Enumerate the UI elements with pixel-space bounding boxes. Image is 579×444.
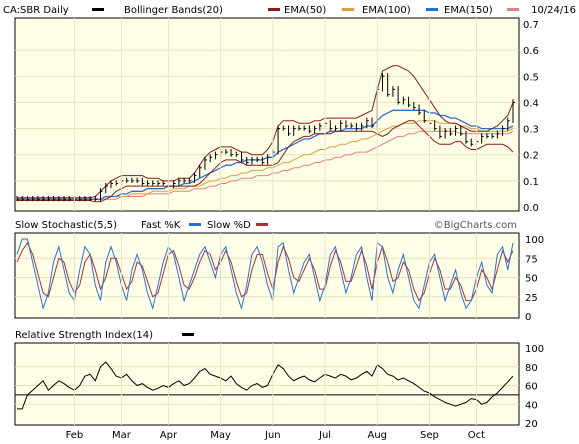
rsi-header: Relative Strength Index(14): [15, 330, 194, 341]
price-y-tick-label: 0.2: [523, 151, 539, 162]
rsi-legend-swatch: [182, 333, 194, 336]
chart-header: CA:SBR Daily Bollinger Bands(20) EMA(50)…: [3, 5, 576, 16]
price-legend-swatch: [92, 8, 104, 11]
stochastic-title: Slow Stochastic(5,5): [15, 220, 117, 231]
rsi-y-tick-label: 40: [525, 400, 538, 411]
fast-k-line: [16, 238, 514, 311]
slow-d-legend-label: Slow %D: [207, 220, 251, 231]
x-tick-label: Sep: [420, 430, 439, 441]
rsi-y-tick-label: 80: [525, 363, 538, 374]
bollinger-lower-line: [17, 120, 514, 203]
symbol-label: CA:SBR Daily: [3, 5, 69, 16]
x-axis: Feb Mar Apr May Jun Jul Aug Sep Oct: [66, 18, 485, 441]
ema50-legend-swatch: [342, 8, 354, 11]
stochastic-series: [16, 238, 514, 311]
rsi-title: Relative Strength Index(14): [15, 330, 153, 341]
stochastic-header: Slow Stochastic(5,5) Fast %K Slow %D ©Bi…: [15, 220, 517, 231]
price-grid: [15, 49, 519, 182]
stochastic-y-tick-label: 0: [525, 312, 531, 323]
bollinger-legend-label: Bollinger Bands(20): [124, 5, 223, 16]
chart-date: 10/24/16: [531, 5, 576, 16]
x-tick-label: Jun: [264, 430, 281, 441]
price-y-tick-label: 0.7: [523, 20, 539, 31]
stochastic-y-tick-label: 25: [525, 293, 538, 304]
x-tick-label: Feb: [66, 430, 84, 441]
price-y-tick-label: 0.6: [523, 46, 539, 57]
price-y-tick-label: 0.3: [523, 125, 539, 136]
stochastic-y-tick-label: 75: [525, 254, 538, 265]
fast-k-legend-label: Fast %K: [141, 220, 181, 231]
x-tick-label: Aug: [367, 430, 387, 441]
stochastic-y-tick-label: 100: [525, 235, 544, 246]
x-tick-label: May: [210, 430, 231, 441]
rsi-series: [15, 361, 519, 410]
ema100-legend-swatch: [426, 8, 438, 11]
price-y-tick-label: 0.1: [523, 177, 539, 188]
price-y-tick-label: 0.4: [523, 98, 539, 109]
rsi-y-tick-label: 20: [525, 419, 538, 430]
rsi-y-tick-label: 60: [525, 382, 538, 393]
rsi-y-tick-label: 100: [525, 344, 544, 355]
price-panel: [14, 17, 520, 212]
fast-k-legend-swatch: [189, 223, 201, 226]
x-tick-label: Mar: [112, 430, 132, 441]
price-y-tick-label: 0.5: [523, 72, 539, 83]
x-tick-label: Jul: [318, 430, 331, 441]
x-tick-label: Apr: [160, 430, 178, 441]
rsi-y-axis: 20 40 60 80 100: [525, 344, 544, 430]
ema100-legend-label: EMA(100): [362, 5, 411, 16]
rsi-line: [17, 361, 514, 410]
stochastic-y-axis: 0 25 50 75 100: [525, 235, 544, 323]
x-tick-label: Oct: [468, 430, 485, 441]
ema50-line: [17, 109, 514, 200]
bollinger-legend-swatch: [268, 8, 280, 11]
ema150-legend-label: EMA(150): [444, 5, 493, 16]
stochastic-y-tick-label: 50: [525, 274, 538, 285]
rsi-panel: [14, 342, 520, 426]
price-y-tick-label: 0.0: [523, 203, 539, 214]
stochastic-panel: [14, 232, 520, 319]
slow-d-line: [16, 241, 514, 302]
ema150-legend-swatch: [507, 8, 519, 11]
price-y-axis: 0.0 0.1 0.2 0.3 0.4 0.5 0.6 0.7: [523, 20, 539, 214]
ema50-legend-label: EMA(50): [284, 5, 326, 16]
slow-d-legend-swatch: [256, 223, 268, 226]
bollinger-upper-line: [17, 65, 514, 199]
credit-label: ©BigCharts.com: [434, 220, 517, 231]
